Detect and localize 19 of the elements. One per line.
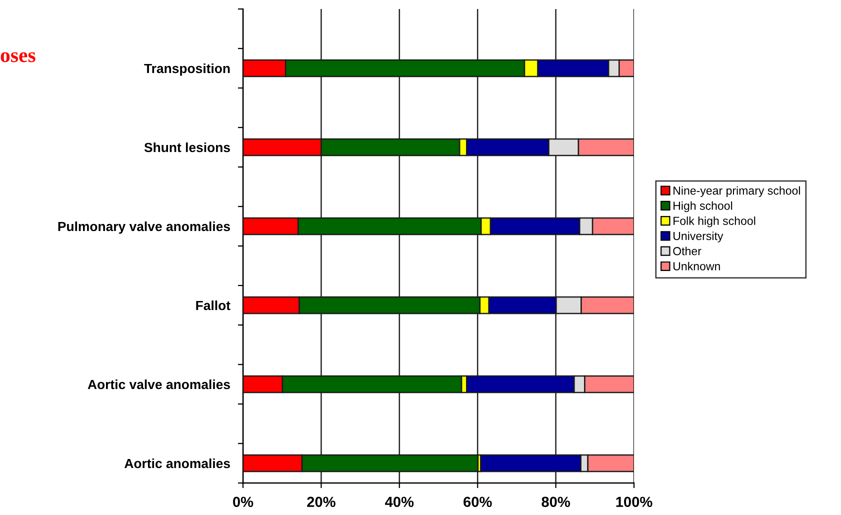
x-tick-label: 80%	[542, 496, 570, 508]
y-tick-label: Aortic valve anomalies	[88, 379, 230, 390]
y-tick-label: Shunt lesions	[144, 142, 230, 152]
text: oses	[0, 52, 36, 62]
legend-label: High school	[674, 201, 732, 212]
legend-label: Other	[673, 246, 702, 256]
x-tick-label: 40%	[385, 496, 414, 508]
y-tick-label: Pulmonary valve anomalies	[58, 221, 230, 234]
x-tick-label: 20%	[307, 496, 336, 508]
y-tick-label: Transposition	[144, 63, 230, 76]
x-tick-label: 100%	[616, 496, 652, 508]
legend-label: Folk high school	[674, 216, 756, 228]
legend-label: Nine-year primary school	[674, 186, 800, 197]
x-tick-label: 60%	[464, 496, 492, 508]
y-tick-label: Aortic anomalies	[124, 458, 230, 468]
x-tick-label: 0%	[233, 496, 254, 508]
y-tick-label: Fallot	[196, 300, 230, 310]
legend-label: University	[674, 232, 724, 242]
legend-label: Unknown	[674, 262, 720, 270]
